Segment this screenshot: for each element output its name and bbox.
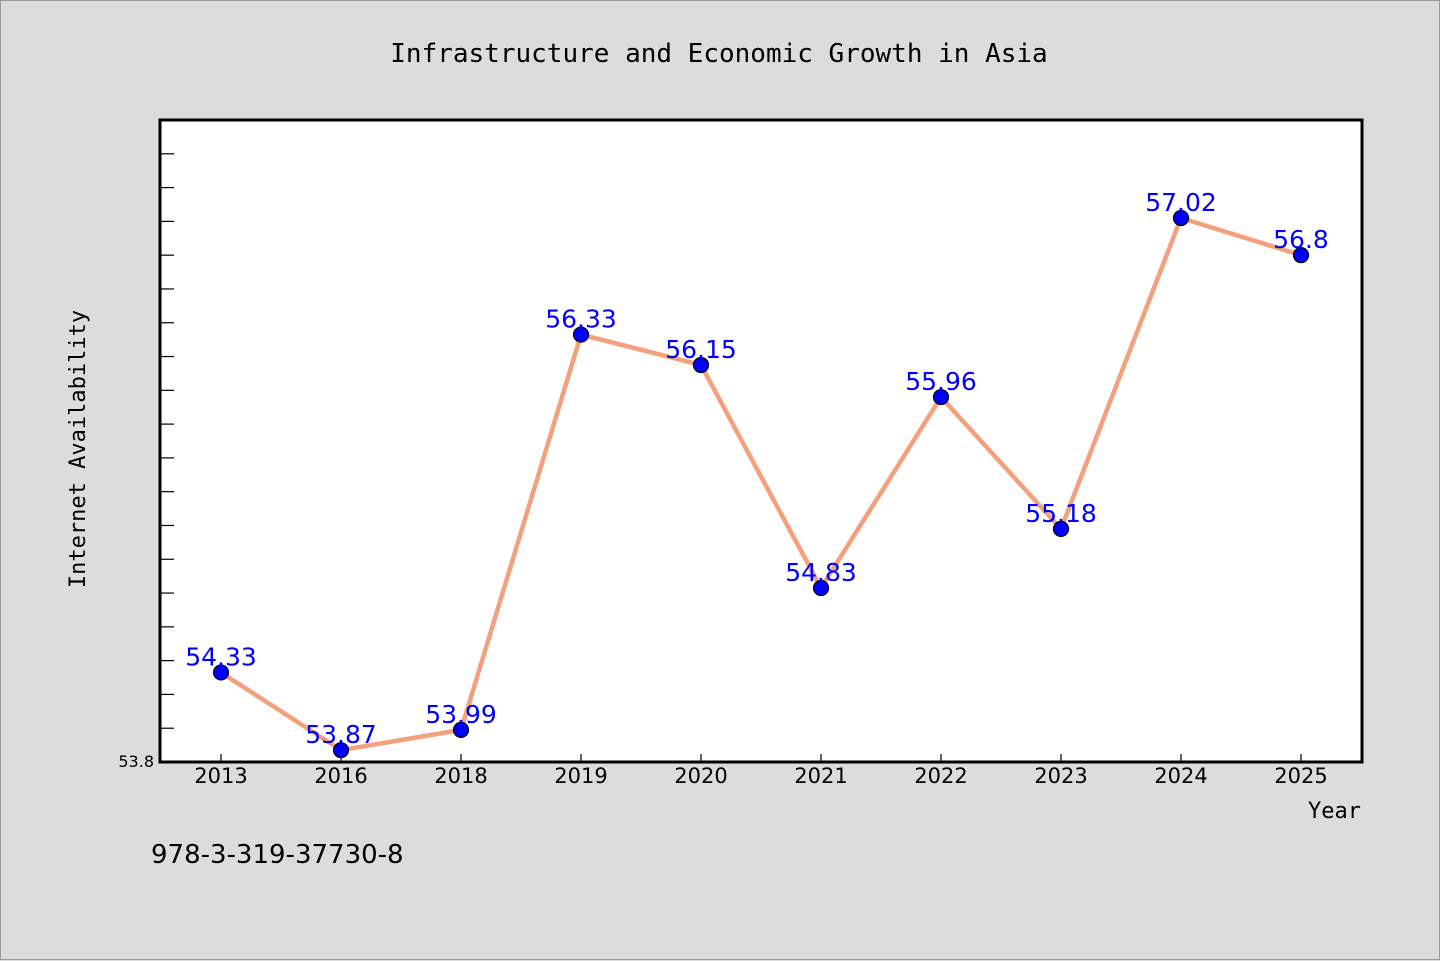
plot-area bbox=[158, 118, 1364, 764]
x-tick-label: 2025 bbox=[1274, 764, 1327, 788]
data-label: 56.33 bbox=[545, 305, 617, 334]
x-tick-label: 2023 bbox=[1034, 764, 1087, 788]
series-markers bbox=[212, 209, 1310, 759]
data-label: 54.83 bbox=[785, 558, 857, 587]
x-axis-ticks bbox=[220, 754, 1302, 762]
data-label: 54.33 bbox=[185, 642, 257, 671]
series-line bbox=[218, 215, 1304, 753]
x-tick-label: 2024 bbox=[1154, 764, 1207, 788]
x-axis-label: Year bbox=[1308, 799, 1361, 824]
data-point bbox=[692, 356, 710, 374]
x-tick-label: 2018 bbox=[434, 764, 487, 788]
y-tick-label-min: 53.8 bbox=[118, 752, 154, 771]
y-axis-ticks bbox=[160, 153, 174, 729]
y-axis-label: Internet Availability bbox=[66, 310, 91, 588]
data-point bbox=[332, 742, 350, 759]
x-tick-label: 2021 bbox=[794, 764, 847, 788]
x-tick-label: 2019 bbox=[554, 764, 607, 788]
data-label: 57.02 bbox=[1145, 188, 1217, 217]
data-point bbox=[1292, 247, 1310, 264]
x-tick-label: 2022 bbox=[914, 764, 967, 788]
x-tick-label: 2020 bbox=[674, 764, 727, 788]
data-labels: 54.33 53.87 53.99 56.33 56.15 54.83 55.96 55.18… bbox=[185, 188, 1329, 749]
data-point bbox=[1052, 520, 1070, 537]
data-point bbox=[1172, 209, 1190, 227]
data-point bbox=[452, 721, 470, 739]
x-tick-label: 2013 bbox=[194, 764, 247, 788]
data-point bbox=[572, 326, 590, 343]
data-point bbox=[212, 664, 230, 681]
data-point bbox=[812, 579, 830, 597]
data-label: 56.15 bbox=[665, 335, 737, 364]
x-tick-labels: 2013 2016 2018 2019 2020 2021 2022 2023 2024 2025 bbox=[194, 764, 1327, 788]
chart-title: Infrastructure and Economic Growth in As… bbox=[390, 39, 1047, 69]
data-point bbox=[932, 388, 950, 406]
data-label: 56.8 bbox=[1273, 225, 1329, 254]
data-label: 53.87 bbox=[305, 720, 377, 749]
data-label: 53.99 bbox=[425, 700, 497, 729]
data-label: 55.18 bbox=[1025, 499, 1097, 528]
x-tick-label: 2016 bbox=[314, 764, 367, 788]
data-label: 55.96 bbox=[905, 367, 977, 396]
isbn-text: 978-3-319-37730-8 bbox=[151, 840, 404, 870]
